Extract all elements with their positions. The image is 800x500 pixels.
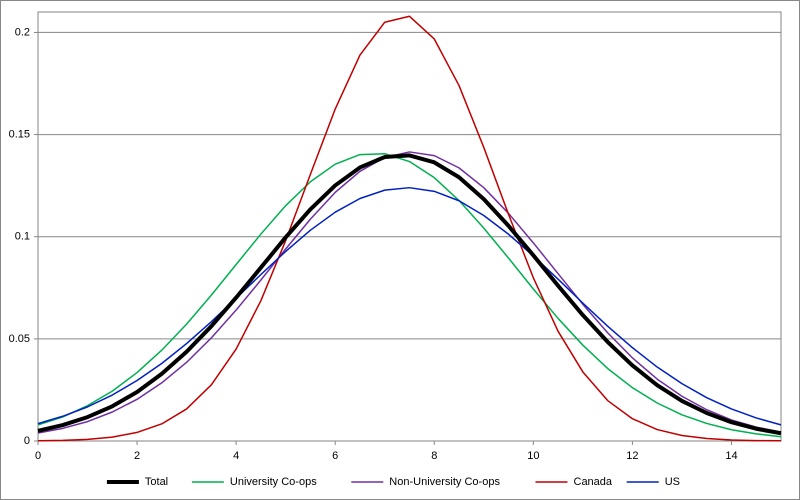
legend-label: University Co-ops	[230, 476, 317, 488]
series-line	[37, 151, 782, 434]
y-tick-label: 0	[24, 435, 30, 447]
x-tick-label: 2	[134, 450, 140, 462]
x-tick-label: 8	[431, 450, 437, 462]
legend-label: Total	[145, 476, 168, 488]
y-tick-label: 0.1	[15, 231, 30, 243]
x-tick-label: 14	[725, 450, 737, 462]
x-tick-label: 6	[332, 450, 338, 462]
series-line	[37, 186, 782, 426]
series-line	[37, 153, 782, 436]
x-tick-label: 12	[626, 450, 638, 462]
legend-label: Canada	[574, 476, 613, 488]
x-tick-label: 4	[233, 450, 239, 462]
x-tick-label: 0	[35, 450, 41, 462]
series-line	[37, 15, 782, 442]
legend-label: Non-University Co-ops	[389, 476, 500, 488]
y-tick-label: 0.15	[9, 128, 30, 140]
y-tick-label: 0.05	[9, 333, 30, 345]
plot-frame	[37, 11, 782, 442]
series-line	[37, 153, 782, 438]
x-tick-label: 10	[527, 450, 539, 462]
legend-label: US	[665, 476, 680, 488]
y-tick-label: 0.2	[15, 26, 30, 38]
